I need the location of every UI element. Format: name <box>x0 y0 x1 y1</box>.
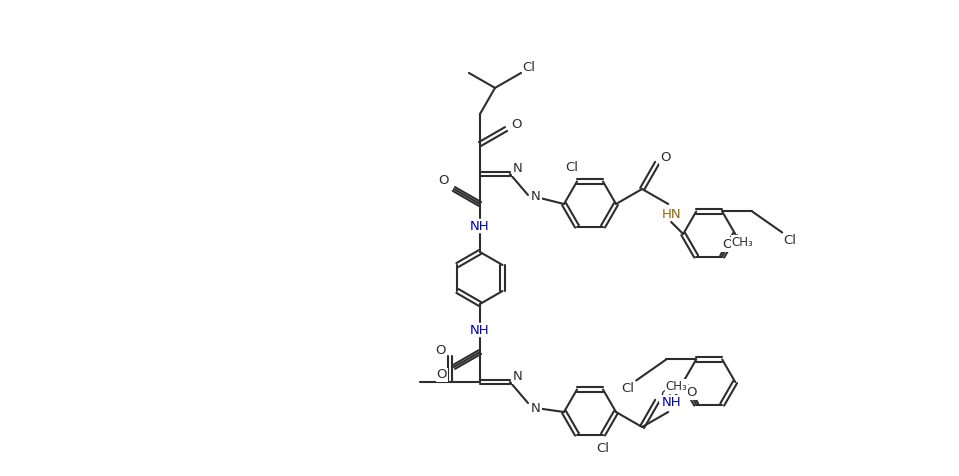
Text: N: N <box>513 370 523 384</box>
Text: HN: HN <box>662 208 681 220</box>
Text: Cl: Cl <box>621 382 635 395</box>
Text: N: N <box>513 162 523 176</box>
Text: NH: NH <box>470 219 490 232</box>
Text: O: O <box>434 345 445 357</box>
Text: O: O <box>436 368 447 381</box>
Text: O: O <box>686 386 696 399</box>
Text: CH₃: CH₃ <box>732 236 753 249</box>
Text: Cl: Cl <box>566 161 578 174</box>
Text: O: O <box>511 118 522 130</box>
Text: CH₃: CH₃ <box>666 380 687 393</box>
Text: NH: NH <box>470 324 490 337</box>
Text: Cl: Cl <box>784 234 797 247</box>
Text: N: N <box>531 190 541 204</box>
Text: O: O <box>438 175 449 188</box>
Text: N: N <box>531 401 541 415</box>
Text: O: O <box>722 238 733 251</box>
Text: Cl: Cl <box>523 61 535 74</box>
Text: O: O <box>660 151 670 164</box>
Text: O: O <box>660 389 670 402</box>
Text: NH: NH <box>662 396 681 408</box>
Text: Cl: Cl <box>596 442 610 455</box>
